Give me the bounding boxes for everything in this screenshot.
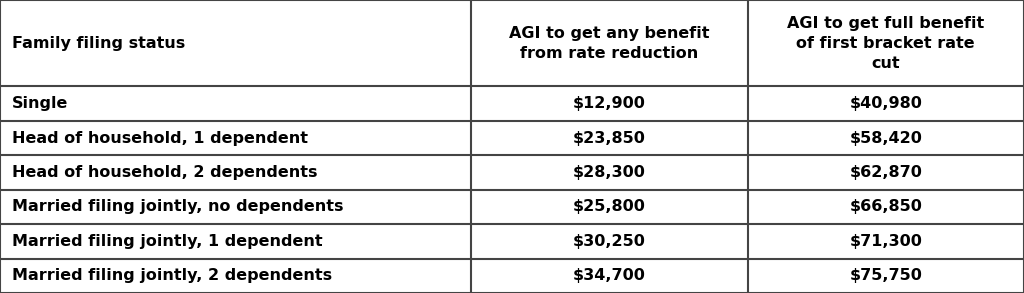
Text: $71,300: $71,300	[849, 234, 923, 249]
Text: $34,700: $34,700	[572, 268, 646, 283]
Text: Head of household, 2 dependents: Head of household, 2 dependents	[12, 165, 317, 180]
Text: Family filing status: Family filing status	[12, 36, 185, 51]
Text: $23,850: $23,850	[572, 131, 646, 146]
Text: $58,420: $58,420	[849, 131, 923, 146]
Text: Head of household, 1 dependent: Head of household, 1 dependent	[12, 131, 308, 146]
Text: $66,850: $66,850	[849, 200, 923, 214]
Text: $28,300: $28,300	[572, 165, 646, 180]
Text: $25,800: $25,800	[572, 200, 646, 214]
Text: Single: Single	[12, 96, 69, 111]
Text: $75,750: $75,750	[849, 268, 923, 283]
Text: AGI to get any benefit
from rate reduction: AGI to get any benefit from rate reducti…	[509, 26, 710, 61]
Text: $12,900: $12,900	[572, 96, 646, 111]
Text: Married filing jointly, 2 dependents: Married filing jointly, 2 dependents	[12, 268, 333, 283]
Text: Married filing jointly, no dependents: Married filing jointly, no dependents	[12, 200, 344, 214]
Text: AGI to get full benefit
of first bracket rate
cut: AGI to get full benefit of first bracket…	[787, 16, 984, 71]
Text: Married filing jointly, 1 dependent: Married filing jointly, 1 dependent	[12, 234, 323, 249]
Text: $40,980: $40,980	[849, 96, 923, 111]
Text: $62,870: $62,870	[849, 165, 923, 180]
Text: $30,250: $30,250	[572, 234, 646, 249]
